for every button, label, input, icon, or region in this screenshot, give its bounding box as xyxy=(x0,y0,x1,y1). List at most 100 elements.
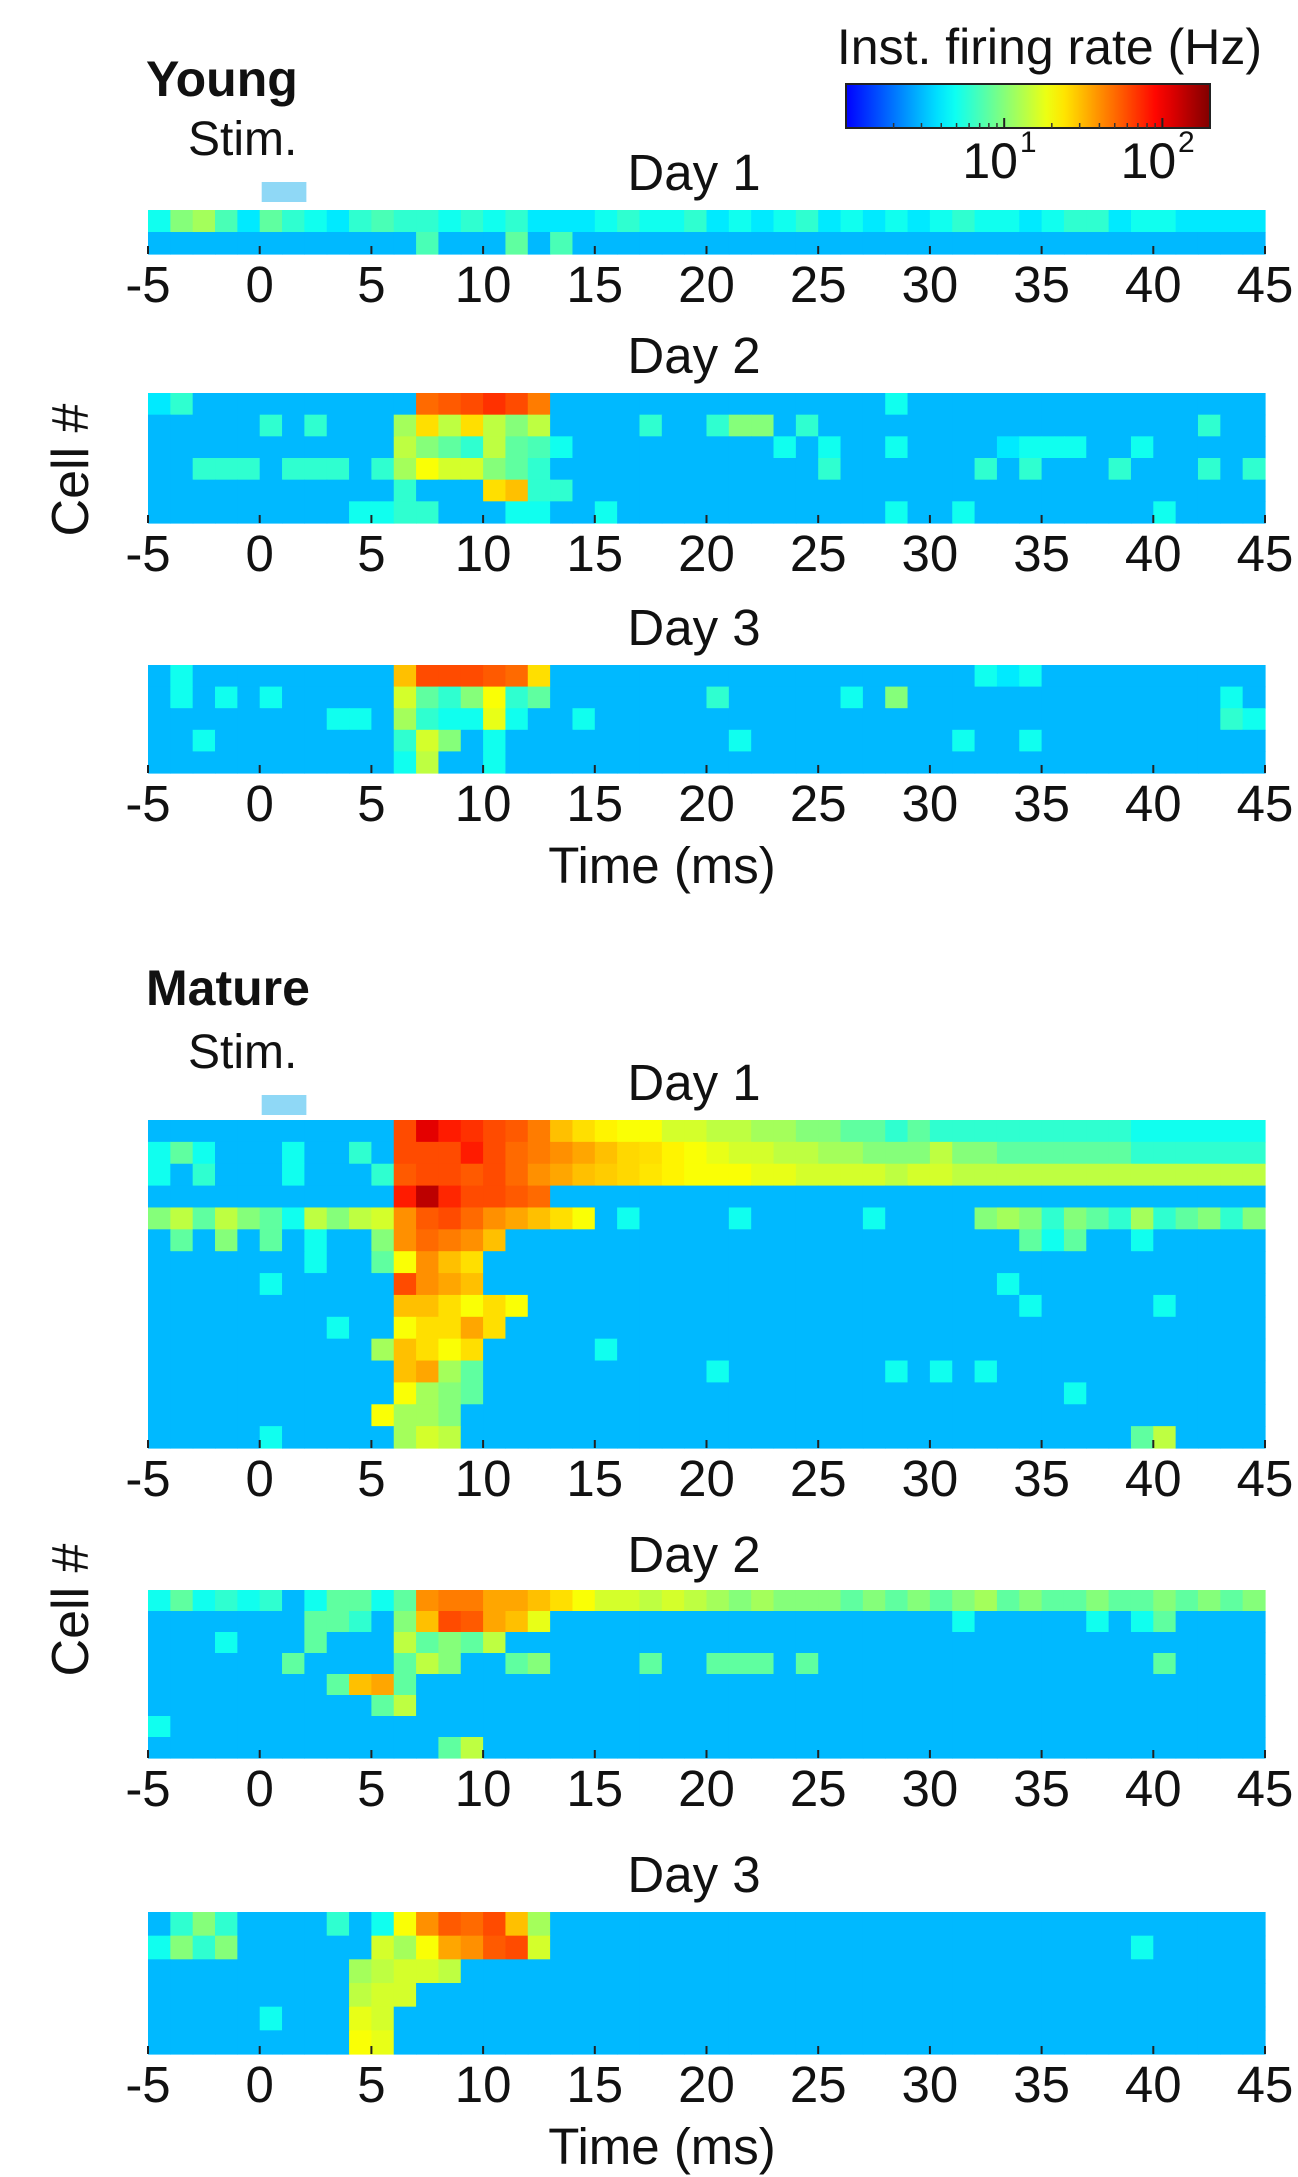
heatmap-cell xyxy=(639,1653,663,1675)
heatmap-cell xyxy=(393,1611,417,1633)
heatmap-cell xyxy=(1130,1935,1154,1960)
heatmap-cell xyxy=(572,1251,596,1274)
heatmap-cell xyxy=(371,708,395,731)
heatmap-cell xyxy=(728,1674,752,1696)
heatmap-cell xyxy=(572,1120,596,1143)
x-tick-label: 25 xyxy=(790,1760,847,1817)
heatmap-cell xyxy=(304,1229,328,1252)
heatmap-cell xyxy=(1153,1338,1177,1362)
heatmap-cell xyxy=(818,1382,842,1405)
heatmap-cell xyxy=(885,1716,909,1738)
heatmap-cell xyxy=(974,479,998,502)
heatmap-cell xyxy=(840,1426,864,1449)
heatmap-cell xyxy=(349,1737,372,1759)
heatmap-cell xyxy=(684,393,708,416)
heatmap-cell xyxy=(1153,1207,1177,1230)
heatmap-cell xyxy=(1108,1695,1132,1717)
heatmap-cell xyxy=(728,2006,752,2031)
heatmap-cell xyxy=(393,686,417,709)
heatmap-cell xyxy=(237,686,261,709)
heatmap-cell xyxy=(1220,2006,1244,2031)
heatmap-cell xyxy=(661,1695,685,1717)
heatmap-cell xyxy=(684,708,708,731)
heatmap-cell xyxy=(215,751,238,774)
x-tick-label: 20 xyxy=(678,1450,735,1507)
heatmap-cell xyxy=(192,232,216,255)
heatmap-cell xyxy=(594,501,618,524)
heatmap-cell xyxy=(1086,1404,1110,1427)
heatmap-cell xyxy=(148,1338,171,1362)
heatmap-cell xyxy=(706,1632,730,1654)
heatmap-cell xyxy=(728,1611,752,1633)
heatmap-cell xyxy=(483,1338,507,1362)
heatmap-cell xyxy=(550,1251,574,1274)
heatmap-cell xyxy=(684,1653,708,1675)
heatmap-cell xyxy=(594,1273,618,1296)
heatmap-cell xyxy=(929,2006,953,2031)
heatmap-cell xyxy=(282,1716,305,1738)
heatmap-cell xyxy=(1153,1316,1177,1340)
heatmap-cell xyxy=(617,1273,641,1296)
heatmap-cell xyxy=(237,1251,261,1274)
heatmap-cell xyxy=(751,1229,775,1252)
heatmap-cell xyxy=(460,1737,484,1759)
heatmap-cell xyxy=(885,686,909,709)
heatmap-cell xyxy=(527,665,551,688)
heatmap-cell xyxy=(572,479,596,502)
heatmap-cell xyxy=(326,1251,350,1274)
heatmap-cell xyxy=(840,458,864,481)
heatmap-cell xyxy=(1175,1207,1199,1230)
x-tick-label: 20 xyxy=(678,256,735,313)
heatmap-cell xyxy=(929,232,953,255)
heatmap-cell xyxy=(282,729,305,752)
heatmap-cell xyxy=(460,1360,484,1383)
heatmap-cell xyxy=(996,1360,1020,1383)
heatmap-cell xyxy=(706,1120,730,1143)
heatmap-cell xyxy=(460,1983,484,2008)
heatmap-cell xyxy=(237,1207,261,1230)
heatmap-cell xyxy=(483,1632,507,1654)
heatmap-cell xyxy=(862,729,886,752)
heatmap-cell xyxy=(371,1251,395,1274)
heatmap-cell xyxy=(282,2006,305,2031)
heatmap-cell xyxy=(1197,1426,1221,1449)
heatmap-cell xyxy=(259,686,283,709)
heatmap-cell xyxy=(795,1185,819,1209)
heatmap-cell xyxy=(416,708,440,731)
heatmap-cell xyxy=(527,1163,551,1187)
heatmap-cell xyxy=(840,1935,864,1960)
heatmap-cell xyxy=(1220,501,1244,524)
heatmap-cell xyxy=(974,458,998,481)
heatmap-cell xyxy=(282,1653,305,1675)
heatmap-cell xyxy=(1242,1674,1266,1696)
heatmap-cell xyxy=(393,1338,417,1362)
heatmap-cell xyxy=(416,686,440,709)
heatmap-cell xyxy=(706,1653,730,1675)
heatmap-cell xyxy=(237,1338,261,1362)
heatmap-cell xyxy=(751,1590,775,1612)
heatmap-cell xyxy=(148,1185,171,1209)
heatmap-cell xyxy=(237,1983,261,2008)
heatmap-cell xyxy=(326,1382,350,1405)
heatmap-cell xyxy=(1242,1632,1266,1654)
heatmap-cell xyxy=(170,501,194,524)
heatmap-cell xyxy=(907,1426,931,1449)
heatmap-cell xyxy=(1063,1251,1087,1274)
heatmap-cell xyxy=(1063,1360,1087,1383)
heatmap-cell xyxy=(795,458,819,481)
heatmap-cell xyxy=(617,1674,641,1696)
heatmap-cell xyxy=(728,729,752,752)
heatmap-cell xyxy=(170,1674,194,1696)
heatmap-cell xyxy=(550,2006,574,2031)
heatmap-cell xyxy=(773,1426,797,1449)
heatmap-cell xyxy=(282,665,305,688)
heatmap-cell xyxy=(1041,1382,1065,1405)
heatmap-cell xyxy=(1041,1316,1065,1340)
heatmap-cell xyxy=(1041,1935,1065,1960)
heatmap-cell xyxy=(795,2030,819,2055)
heatmap-cell xyxy=(572,1338,596,1362)
heatmap-cell xyxy=(661,1632,685,1654)
heatmap-cell xyxy=(1242,1294,1266,1318)
heatmap-cell xyxy=(170,2006,194,2031)
heatmap-cell xyxy=(862,1338,886,1362)
